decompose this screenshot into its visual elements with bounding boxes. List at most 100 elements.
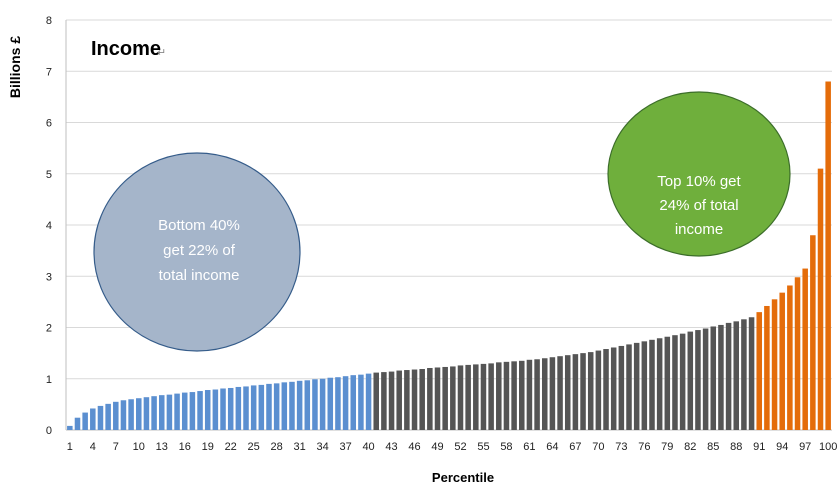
bar-p4	[90, 408, 96, 430]
x-tick-label: 88	[730, 441, 742, 453]
bar-p40	[365, 373, 372, 431]
bar-p77	[649, 339, 655, 430]
x-tick-label: 85	[707, 441, 719, 453]
x-tick-label: 13	[156, 441, 168, 453]
bar-p74	[626, 344, 632, 430]
bar-p23	[235, 386, 242, 430]
x-tick-label: 16	[179, 441, 191, 453]
bar-p76	[641, 341, 648, 430]
bar-p96	[794, 277, 801, 430]
bar-p85	[710, 326, 717, 430]
x-tick-label: 19	[202, 441, 214, 453]
y-tick-label: 7	[46, 66, 52, 78]
x-tick-label: 1	[67, 441, 73, 453]
bar-p16	[181, 392, 188, 430]
x-tick-label: 49	[431, 441, 443, 453]
bar-p28	[273, 383, 280, 430]
bar-p52	[457, 365, 464, 430]
bar-p66	[564, 355, 571, 430]
bar-p12	[151, 396, 157, 430]
bar-p1	[67, 425, 73, 430]
bar-p18	[197, 391, 203, 430]
bar-p27	[266, 383, 272, 431]
bar-p22	[227, 387, 234, 430]
bar-p91	[756, 312, 762, 431]
x-tick-label: 25	[248, 441, 260, 453]
bar-p100	[825, 81, 831, 430]
bar-p9	[128, 399, 134, 430]
bar-p47	[419, 369, 425, 430]
x-tick-label: 79	[661, 441, 673, 453]
bar-p83	[695, 330, 701, 430]
bar-p54	[473, 364, 479, 430]
callout-line: Top 10% get	[657, 173, 741, 190]
y-tick-label: 5	[46, 169, 52, 181]
bar-p90	[748, 317, 755, 430]
callout-line: total income	[159, 267, 240, 284]
bar-p98	[810, 235, 816, 430]
bar-p21	[220, 388, 226, 430]
bar-p3	[82, 412, 88, 430]
x-tick-label: 58	[500, 441, 512, 453]
x-tick-label: 43	[385, 441, 397, 453]
x-tick-label: 28	[271, 441, 283, 453]
x-tick-label: 76	[638, 441, 650, 453]
x-tick-label: 100	[819, 441, 837, 453]
x-tick-label: 22	[225, 441, 237, 453]
callout-line: income	[675, 221, 723, 238]
bar-p10	[136, 398, 142, 430]
bar-p17	[189, 392, 196, 430]
bar-p71	[603, 349, 609, 430]
bar-p5	[97, 405, 104, 430]
x-tick-label: 67	[569, 441, 581, 453]
top-10-callout-text: Top 10% get 24% of total income	[657, 173, 741, 238]
bar-p56	[488, 363, 494, 431]
x-tick-label: 40	[362, 441, 374, 453]
bar-p8	[120, 400, 127, 430]
x-tick-label: 46	[408, 441, 420, 453]
bar-p13	[158, 395, 165, 430]
x-tick-label: 37	[339, 441, 351, 453]
x-tick-label: 7	[113, 441, 119, 453]
x-tick-label: 10	[133, 441, 145, 453]
x-tick-label: 31	[294, 441, 306, 453]
bar-p73	[618, 345, 625, 430]
x-tick-label: 4	[90, 441, 96, 453]
bar-p29	[281, 382, 288, 430]
y-tick-label: 1	[46, 374, 52, 386]
bar-p37	[342, 376, 349, 430]
bar-p58	[503, 361, 510, 430]
x-tick-label: 34	[316, 441, 328, 453]
bar-p15	[174, 393, 180, 430]
callout-line: 24% of total	[659, 197, 738, 214]
bars	[67, 81, 831, 431]
x-tick-label: 55	[477, 441, 489, 453]
bar-p68	[580, 353, 586, 431]
bar-p48	[427, 367, 433, 430]
bar-p81	[679, 333, 686, 430]
bar-p97	[802, 268, 808, 430]
bar-p94	[779, 292, 785, 430]
bar-p36	[335, 377, 341, 430]
bar-p87	[725, 322, 732, 430]
x-tick-label: 52	[454, 441, 466, 453]
bar-p88	[733, 321, 740, 430]
y-tick-label: 6	[46, 118, 52, 130]
y-tick-label: 0	[46, 425, 52, 437]
bar-p6	[105, 403, 111, 430]
y-axis-label: Billions £	[7, 36, 23, 98]
bar-p19	[204, 390, 211, 430]
bar-p41	[373, 372, 379, 430]
bar-p43	[388, 371, 395, 430]
bar-p80	[672, 335, 678, 430]
bar-p32	[304, 380, 311, 430]
chart-title: Income	[91, 38, 161, 60]
bar-p70	[595, 350, 602, 430]
x-tick-label: 64	[546, 441, 558, 453]
bar-p49	[434, 367, 441, 430]
top-10-callout	[607, 91, 791, 257]
bar-p44	[396, 370, 402, 430]
bar-p20	[212, 389, 219, 430]
bar-p79	[664, 336, 671, 430]
bar-p53	[465, 364, 471, 430]
